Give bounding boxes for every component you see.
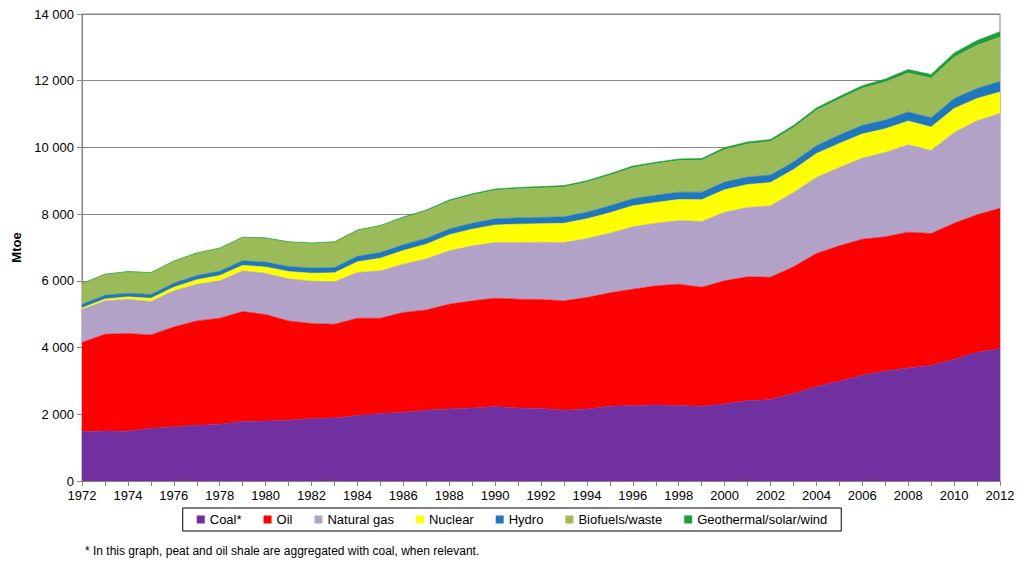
svg-text:* In this graph, peat and oil: * In this graph, peat and oil shale are … [85, 544, 479, 558]
svg-text:1980: 1980 [251, 488, 280, 503]
svg-text:1972: 1972 [68, 488, 97, 503]
svg-text:12 000: 12 000 [34, 73, 74, 88]
svg-text:2006: 2006 [848, 488, 877, 503]
svg-text:1994: 1994 [572, 488, 601, 503]
svg-text:2010: 2010 [940, 488, 969, 503]
svg-text:1996: 1996 [618, 488, 647, 503]
svg-text:2002: 2002 [756, 488, 785, 503]
svg-text:2004: 2004 [802, 488, 831, 503]
svg-text:1998: 1998 [664, 488, 693, 503]
svg-text:8 000: 8 000 [41, 207, 74, 222]
svg-text:1990: 1990 [481, 488, 510, 503]
svg-text:Oil: Oil [277, 512, 293, 527]
svg-text:2 000: 2 000 [41, 407, 74, 422]
svg-text:1976: 1976 [159, 488, 188, 503]
svg-text:Biofuels/waste: Biofuels/waste [578, 512, 662, 527]
svg-text:14 000: 14 000 [34, 7, 74, 22]
svg-text:Hydro: Hydro [509, 512, 544, 527]
svg-text:Geothermal/solar/wind: Geothermal/solar/wind [697, 512, 827, 527]
svg-text:2008: 2008 [894, 488, 923, 503]
svg-text:1984: 1984 [343, 488, 372, 503]
svg-text:1974: 1974 [113, 488, 142, 503]
svg-text:1982: 1982 [297, 488, 326, 503]
svg-text:1986: 1986 [389, 488, 418, 503]
svg-text:1988: 1988 [435, 488, 464, 503]
svg-text:1992: 1992 [527, 488, 556, 503]
svg-text:2012: 2012 [986, 488, 1015, 503]
svg-text:2000: 2000 [710, 488, 739, 503]
svg-text:Mtoe: Mtoe [9, 232, 24, 262]
svg-text:1978: 1978 [205, 488, 234, 503]
svg-text:0: 0 [67, 474, 74, 489]
svg-text:4 000: 4 000 [41, 340, 74, 355]
svg-text:Coal*: Coal* [210, 512, 242, 527]
svg-text:Natural gas: Natural gas [327, 512, 394, 527]
svg-text:10 000: 10 000 [34, 140, 74, 155]
svg-text:6 000: 6 000 [41, 273, 74, 288]
svg-text:Nuclear: Nuclear [429, 512, 474, 527]
